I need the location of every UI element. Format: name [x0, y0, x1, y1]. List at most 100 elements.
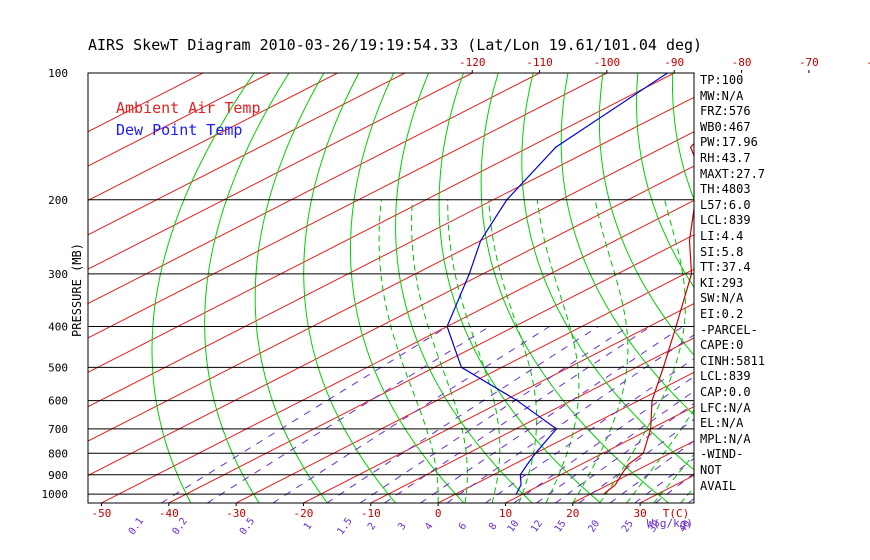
mixing-ratio-label: 8 [487, 521, 499, 532]
mixing-ratio-line [578, 418, 694, 503]
moist-adiabat-line [488, 199, 538, 503]
moist-adiabat-line [447, 199, 501, 503]
index-value: FRZ:576 [700, 104, 751, 119]
bottom-temp-tick-label: -20 [294, 507, 314, 520]
bottom-temp-tick-label: -30 [226, 507, 246, 520]
pressure-tick-label: 800 [48, 447, 68, 460]
index-value: -WIND- [700, 447, 744, 462]
index-value: KI:293 [700, 275, 744, 290]
top-temp-tick-label: -70 [799, 56, 819, 69]
legend-ambient-air-temp: Ambient Air Temp [116, 99, 261, 117]
dry-adiabat-line [521, 73, 694, 471]
mixing-ratio-label: 1.5 [335, 516, 354, 537]
dry-adiabat-line [254, 73, 328, 503]
bottom-temp-tick-label: -50 [92, 507, 112, 520]
mixing-ratio-line [634, 457, 694, 503]
index-value: LFC:N/A [700, 400, 751, 415]
dry-adiabat-line [204, 73, 290, 503]
index-value: MPL:N/A [700, 431, 751, 446]
index-value: LCL:839 [700, 369, 751, 384]
dry-adiabat-line [395, 73, 533, 503]
mixing-ratio-line [513, 375, 694, 503]
index-value: TH:4803 [700, 182, 751, 197]
pressure-tick-label: 400 [48, 321, 68, 334]
mixing-ratio-label: 6 [457, 521, 469, 532]
pressure-tick-label: 500 [48, 361, 68, 374]
isotherm-line [101, 199, 694, 503]
mixing-ratio-label: 2 [366, 521, 378, 532]
mixing-ratio-line [359, 326, 629, 503]
mixing-ratio-line [655, 472, 694, 503]
isotherm-line [88, 73, 540, 305]
mixing-ratio-line [485, 358, 694, 503]
index-value: SI:5.8 [700, 244, 744, 259]
dry-adiabat-line [812, 73, 870, 503]
top-temp-tick-label: -100 [594, 56, 621, 69]
moist-adiabat-line [734, 200, 870, 503]
isotherm-line [437, 371, 694, 503]
pressure-tick-label: 1000 [42, 488, 69, 501]
dry-adiabat-line [303, 73, 397, 503]
moist-adiabat-line [653, 453, 694, 503]
top-temp-tick-label: -110 [526, 56, 553, 69]
mixing-ratio-line [609, 440, 694, 503]
pressure-tick-label: 600 [48, 395, 68, 408]
dry-adiabat-line [777, 73, 870, 503]
dry-adiabat-line [480, 73, 670, 503]
dry-adiabat-line [598, 73, 694, 356]
mixing-ratio-label: 15 [553, 518, 569, 534]
pressure-tick-label: 700 [48, 423, 68, 436]
index-value: L57:6.0 [700, 197, 751, 212]
moist-adiabat-line [599, 199, 686, 503]
index-value: -PARCEL- [700, 322, 758, 337]
isotherm-line [235, 268, 694, 503]
mixing-unit-label: W(g/kg) [647, 517, 693, 530]
isotherm-line [88, 73, 338, 201]
isotherm-line [88, 96, 694, 408]
index-value: MW:N/A [700, 88, 744, 103]
moist-adiabat-line [626, 408, 694, 503]
isotherm-line [168, 234, 694, 503]
mixing-ratio-label: 10 [506, 518, 522, 534]
pressure-tick-label: 900 [48, 469, 68, 482]
index-value: NOT [700, 463, 722, 477]
pressure-tick-label: 300 [48, 268, 68, 281]
mixing-ratio-label: 4 [423, 521, 435, 532]
isotherm-line [88, 165, 694, 477]
index-value: WB0:467 [700, 119, 751, 134]
top-temp-tick-label: -90 [664, 56, 684, 69]
top-temp-tick-label: -120 [459, 56, 486, 69]
index-value: TP:100 [700, 73, 744, 87]
isotherm-line [370, 337, 694, 503]
mixing-ratio-label: 0.1 [127, 516, 146, 537]
chart-title: AIRS SkewT Diagram 2010-03-26/19:19:54.3… [88, 36, 703, 54]
dry-adiabat-line [847, 73, 870, 503]
y-axis-label: PRESSURE (MB) [70, 243, 84, 337]
dry-adiabat-line [438, 73, 601, 503]
bottom-temp-tick-label: -40 [159, 507, 179, 520]
index-value: CAP:0.0 [700, 385, 751, 399]
index-value: TT:37.4 [700, 260, 751, 275]
index-value: LI:4.4 [700, 229, 744, 243]
isotherm-line [88, 73, 271, 167]
bottom-temp-tick-label: -10 [361, 507, 381, 520]
dry-adiabat-line [635, 73, 694, 289]
legend-dew-point-temp: Dew Point Temp [116, 121, 243, 139]
isotherm-line [88, 73, 608, 339]
ambient-air-temp-line [603, 142, 694, 495]
index-value: PW:17.96 [700, 135, 758, 150]
mixing-ratio-label: 1 [302, 521, 314, 532]
mixing-ratio-label: 3 [396, 521, 408, 532]
isotherm-line [88, 131, 694, 442]
index-value: EI:0.2 [700, 307, 744, 321]
index-value: SW:N/A [700, 291, 744, 306]
index-value: AVAIL [700, 478, 737, 493]
bottom-temp-tick-label: 30 [634, 507, 647, 520]
plot-frame [87, 72, 695, 504]
moist-adiabat-line [378, 199, 439, 503]
mixing-ratio-line [206, 326, 490, 503]
mixing-ratio-label: 20 [586, 518, 602, 534]
dry-adiabat-line [350, 73, 465, 503]
mixing-ratio-line [161, 326, 449, 503]
